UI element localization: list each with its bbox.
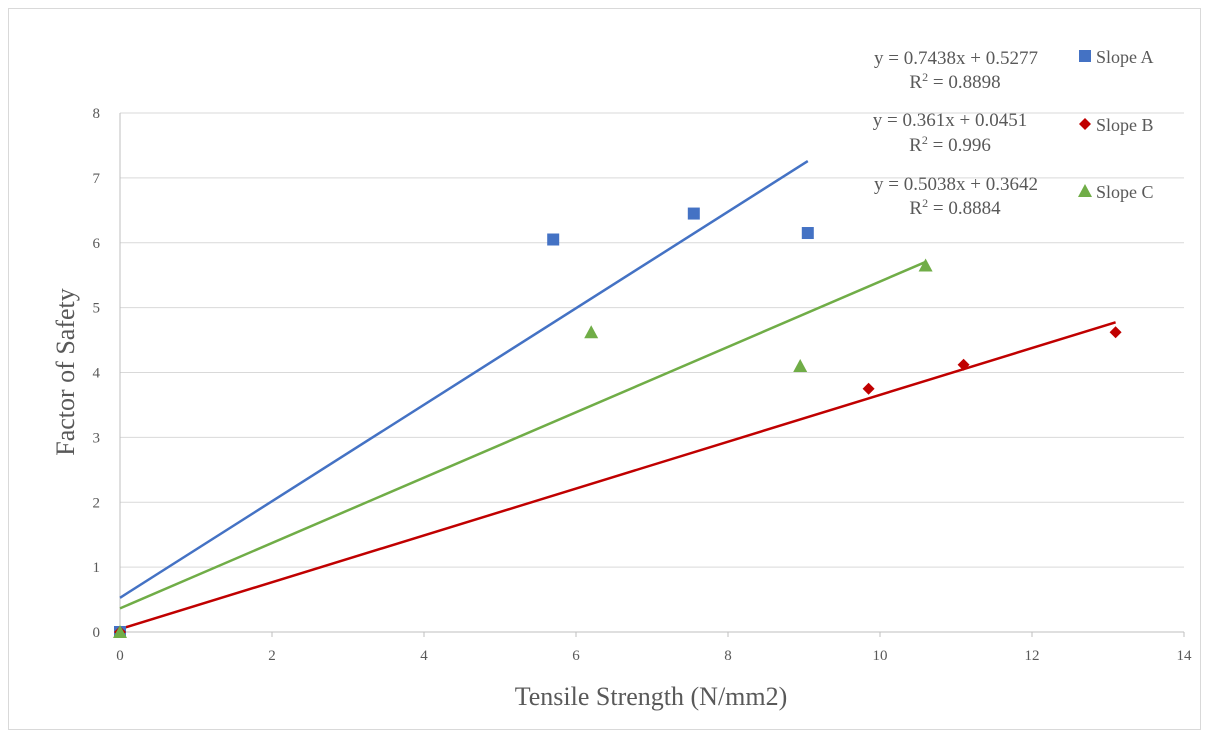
trendline-slope-a xyxy=(119,160,809,599)
y-tick-label: 6 xyxy=(93,236,101,252)
data-point-slope-c xyxy=(918,258,933,272)
axes xyxy=(119,113,1185,637)
data-points xyxy=(113,207,1122,638)
y-axis-title: Factor of Safety xyxy=(51,288,80,456)
y-tick-label: 4 xyxy=(93,366,101,382)
y-tick-label: 8 xyxy=(93,106,101,122)
y-tick-label: 3 xyxy=(93,430,101,446)
r-squared-slope-a: R2 = 0.8898 xyxy=(909,70,1000,93)
y-tick-label: 0 xyxy=(93,625,101,641)
x-tick-label: 0 xyxy=(116,648,124,664)
legend-marker-slope-a xyxy=(1079,50,1091,62)
trendline-equation-slope-b: y = 0.361x + 0.0451 xyxy=(873,110,1027,131)
trendline-equation-slope-a: y = 0.7438x + 0.5277 xyxy=(874,48,1038,69)
x-tick-label: 6 xyxy=(572,648,580,664)
data-point-slope-a xyxy=(801,227,814,240)
legend-label-slope-c: Slope C xyxy=(1096,182,1154,202)
x-tick-label: 8 xyxy=(724,648,732,664)
r-squared-slope-c: R2 = 0.8884 xyxy=(909,196,1001,219)
y-tick-label: 7 xyxy=(93,171,101,187)
x-tick-label: 2 xyxy=(268,648,276,664)
legend-label-slope-b: Slope B xyxy=(1096,115,1154,135)
x-axis-title: Tensile Strength (N/mm2) xyxy=(515,682,788,711)
x-tick-label: 14 xyxy=(1177,648,1193,664)
data-point-slope-c xyxy=(584,325,599,339)
r-squared-slope-b: R2 = 0.996 xyxy=(909,133,991,156)
data-point-slope-b xyxy=(1109,326,1122,339)
y-tick-label: 1 xyxy=(93,560,101,576)
trendline-slope-b xyxy=(119,321,1116,631)
legend-label-slope-a: Slope A xyxy=(1096,47,1154,67)
trendlines xyxy=(119,160,1116,631)
y-tick-label: 5 xyxy=(93,301,101,317)
legend-marker-slope-b xyxy=(1079,118,1091,130)
trendline-slope-c xyxy=(119,260,927,610)
data-point-slope-a xyxy=(547,233,560,246)
y-tick-label: 2 xyxy=(93,495,101,511)
chart-frame xyxy=(8,8,1201,730)
data-point-slope-c xyxy=(793,359,808,373)
x-tick-label: 12 xyxy=(1025,648,1040,664)
data-point-slope-a xyxy=(687,207,700,220)
data-point-slope-c xyxy=(113,625,127,638)
data-point-slope-b xyxy=(957,358,970,371)
trendline-equation-slope-c: y = 0.5038x + 0.3642 xyxy=(874,174,1038,195)
legend: Slope A Slope B Slope C xyxy=(1078,47,1154,202)
x-tick-label: 4 xyxy=(420,648,428,664)
legend-marker-slope-c xyxy=(1078,184,1092,197)
x-tick-label: 10 xyxy=(873,648,888,664)
data-point-slope-b xyxy=(862,382,875,395)
gridlines xyxy=(120,112,1184,568)
